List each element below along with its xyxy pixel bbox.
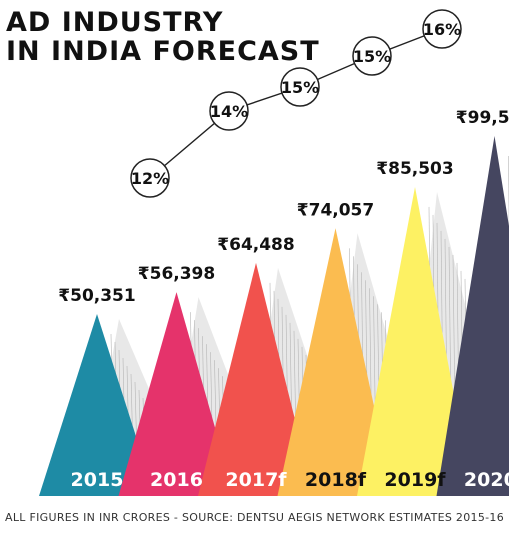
growth-label: 12% bbox=[131, 169, 169, 188]
category-label: 2015 bbox=[71, 469, 124, 491]
growth-label: 14% bbox=[210, 102, 248, 121]
category-label: 2020f bbox=[464, 469, 509, 491]
growth-bubble bbox=[422, 9, 462, 49]
data-label: ₹85,503 bbox=[376, 159, 453, 179]
growth-bubble bbox=[130, 158, 170, 198]
growth-bubble bbox=[352, 36, 392, 76]
growth-label: 15% bbox=[353, 47, 391, 66]
chart-area: 2015 2016 2017f 2018f 2019f 2020f ₹50,351₹56,3… bbox=[39, 9, 509, 497]
chart-title-line-1: AD INDUSTRY bbox=[6, 7, 224, 38]
chart-title: AD INDUSTRY IN INDIA FORECAST bbox=[6, 8, 320, 66]
category-label: 2018f bbox=[305, 469, 367, 491]
bar-2020f bbox=[436, 136, 509, 496]
data-label: ₹99,595 bbox=[456, 108, 509, 128]
chart-footnote: ALL FIGURES IN INR CRORES - SOURCE: DENT… bbox=[5, 511, 504, 524]
bar-2017f bbox=[198, 262, 314, 496]
bar-2019f bbox=[357, 186, 473, 496]
bar-2015 bbox=[39, 314, 155, 496]
growth-bubble bbox=[209, 91, 249, 131]
growth-label: 15% bbox=[281, 78, 319, 97]
data-label: ₹56,398 bbox=[138, 264, 215, 284]
data-label: ₹64,488 bbox=[217, 235, 294, 255]
growth-label: 16% bbox=[423, 20, 461, 39]
category-label: 2016 bbox=[150, 469, 203, 491]
data-label: ₹50,351 bbox=[58, 286, 135, 306]
bars bbox=[39, 136, 509, 496]
bar-2018f bbox=[277, 228, 394, 496]
bar-2016 bbox=[118, 292, 235, 496]
data-label: ₹74,057 bbox=[297, 200, 374, 220]
category-label: 2017f bbox=[225, 469, 287, 491]
chart-title-line-2: IN INDIA FORECAST bbox=[6, 36, 320, 67]
growth-bubble bbox=[280, 67, 320, 107]
category-label: 2019f bbox=[384, 469, 446, 491]
